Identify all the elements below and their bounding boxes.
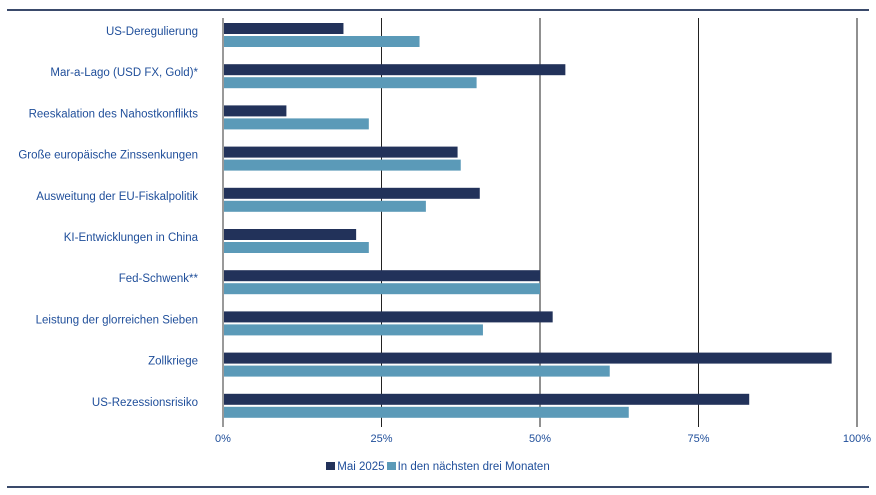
category-label: Fed-Schwenk** bbox=[119, 273, 199, 285]
category-label: Mar-a-Lago (USD FX, Gold)* bbox=[50, 67, 198, 79]
bar-next-three-months bbox=[223, 159, 461, 171]
bar-next-three-months bbox=[223, 406, 629, 418]
bar-mai-2025 bbox=[223, 311, 553, 323]
bar-next-three-months bbox=[223, 324, 483, 336]
bar-next-three-months bbox=[223, 283, 540, 295]
bar-next-three-months bbox=[223, 365, 610, 377]
bar-next-three-months bbox=[223, 77, 477, 89]
x-tick-label: 75% bbox=[687, 433, 709, 445]
bar-mai-2025 bbox=[223, 23, 344, 34]
bar-next-three-months bbox=[223, 118, 369, 130]
bar-mai-2025 bbox=[223, 352, 832, 364]
bottom-rule bbox=[7, 486, 869, 488]
legend-swatch-next-three-months bbox=[386, 462, 396, 470]
bar-mai-2025 bbox=[223, 229, 357, 240]
category-label: Große europäische Zinssenkungen bbox=[18, 150, 198, 162]
bar-mai-2025 bbox=[223, 64, 566, 76]
bar-next-three-months bbox=[223, 36, 420, 47]
bar-mai-2025 bbox=[223, 393, 750, 405]
category-label: Zollkriege bbox=[148, 356, 198, 368]
x-tick-label: 0% bbox=[215, 433, 231, 445]
category-label: Ausweitung der EU-Fiskalpolitik bbox=[36, 191, 198, 203]
bar-mai-2025 bbox=[223, 105, 287, 117]
bar-mai-2025 bbox=[223, 187, 480, 199]
x-tick-label: 50% bbox=[529, 433, 551, 445]
x-tick-label: 100% bbox=[843, 433, 871, 445]
category-label: Reeskalation des Nahostkonflikts bbox=[29, 108, 199, 120]
category-label: Leistung der glorreichen Sieben bbox=[36, 314, 198, 326]
legend: Mai 2025 In den nächsten drei Monaten bbox=[0, 461, 876, 473]
bar-mai-2025 bbox=[223, 270, 540, 282]
legend-swatch-mai-2025 bbox=[326, 462, 336, 470]
category-label: US-Rezessionsrisiko bbox=[92, 397, 198, 409]
bar-next-three-months bbox=[223, 200, 426, 212]
top-rule bbox=[7, 9, 869, 11]
category-label: KI-Entwicklungen in China bbox=[64, 232, 199, 244]
bar-mai-2025 bbox=[223, 146, 458, 158]
category-label: US-Deregulierung bbox=[106, 26, 198, 38]
legend-label-mai-2025: Mai 2025 bbox=[337, 461, 385, 473]
bar-next-three-months bbox=[223, 242, 369, 253]
x-tick-label: 25% bbox=[370, 433, 392, 445]
legend-label-next-three-months: In den nächsten drei Monaten bbox=[397, 461, 550, 473]
